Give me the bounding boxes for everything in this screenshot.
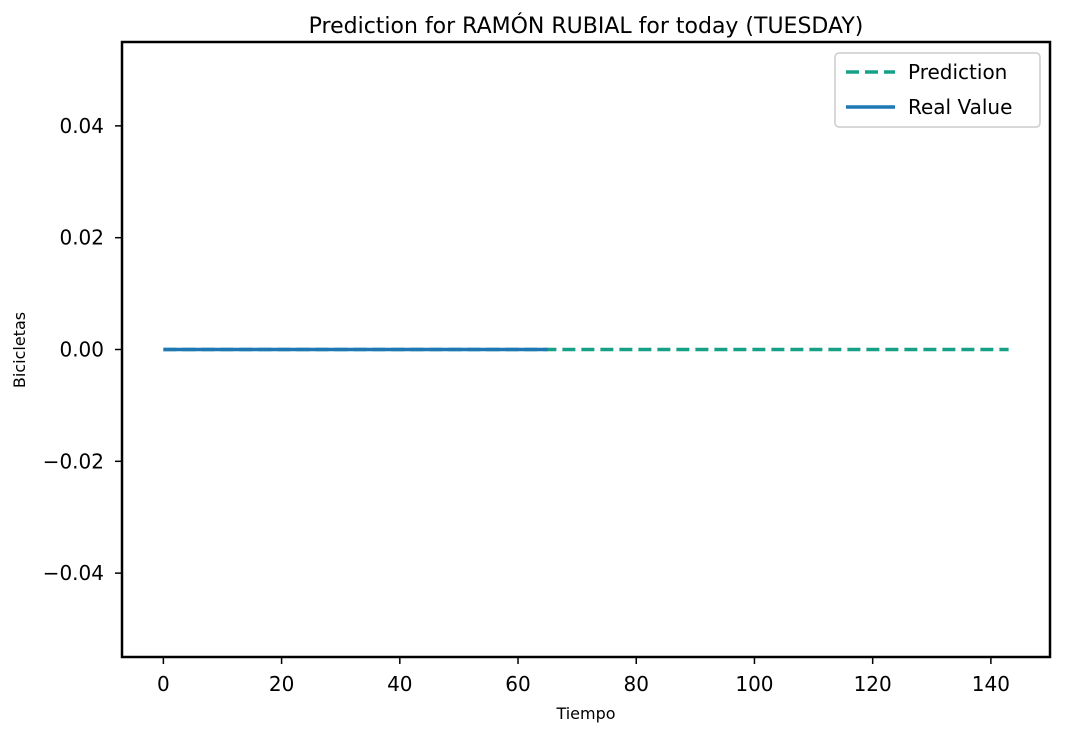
x-tick-label: 100 [735,672,773,696]
x-tick-label: 0 [157,672,170,696]
y-tick-label: −0.02 [43,449,104,473]
x-tick-label: 80 [624,672,649,696]
x-axis-label: Tiempo [555,704,615,723]
y-tick-label: 0.02 [59,226,104,250]
x-tick-label: 140 [972,672,1010,696]
x-tick-label: 120 [854,672,892,696]
legend-label-real-value: Real Value [908,95,1012,119]
legend: Prediction Real Value [834,52,1041,128]
x-tick-label: 40 [387,672,412,696]
y-axis-label: Bicicletas [10,312,29,388]
x-tick-label: 60 [505,672,530,696]
x-axis: 0 20 40 60 80 100 120 140 [157,657,1010,696]
y-tick-label: 0.04 [59,114,104,138]
y-axis: 0.04 0.02 0.00 −0.02 −0.04 [43,114,122,585]
chart-title: Prediction for RAMÓN RUBIAL for today (T… [309,13,864,39]
y-tick-label: 0.00 [59,338,104,362]
y-tick-label: −0.04 [43,561,104,585]
x-tick-label: 20 [269,672,294,696]
legend-label-prediction: Prediction [908,60,1007,84]
